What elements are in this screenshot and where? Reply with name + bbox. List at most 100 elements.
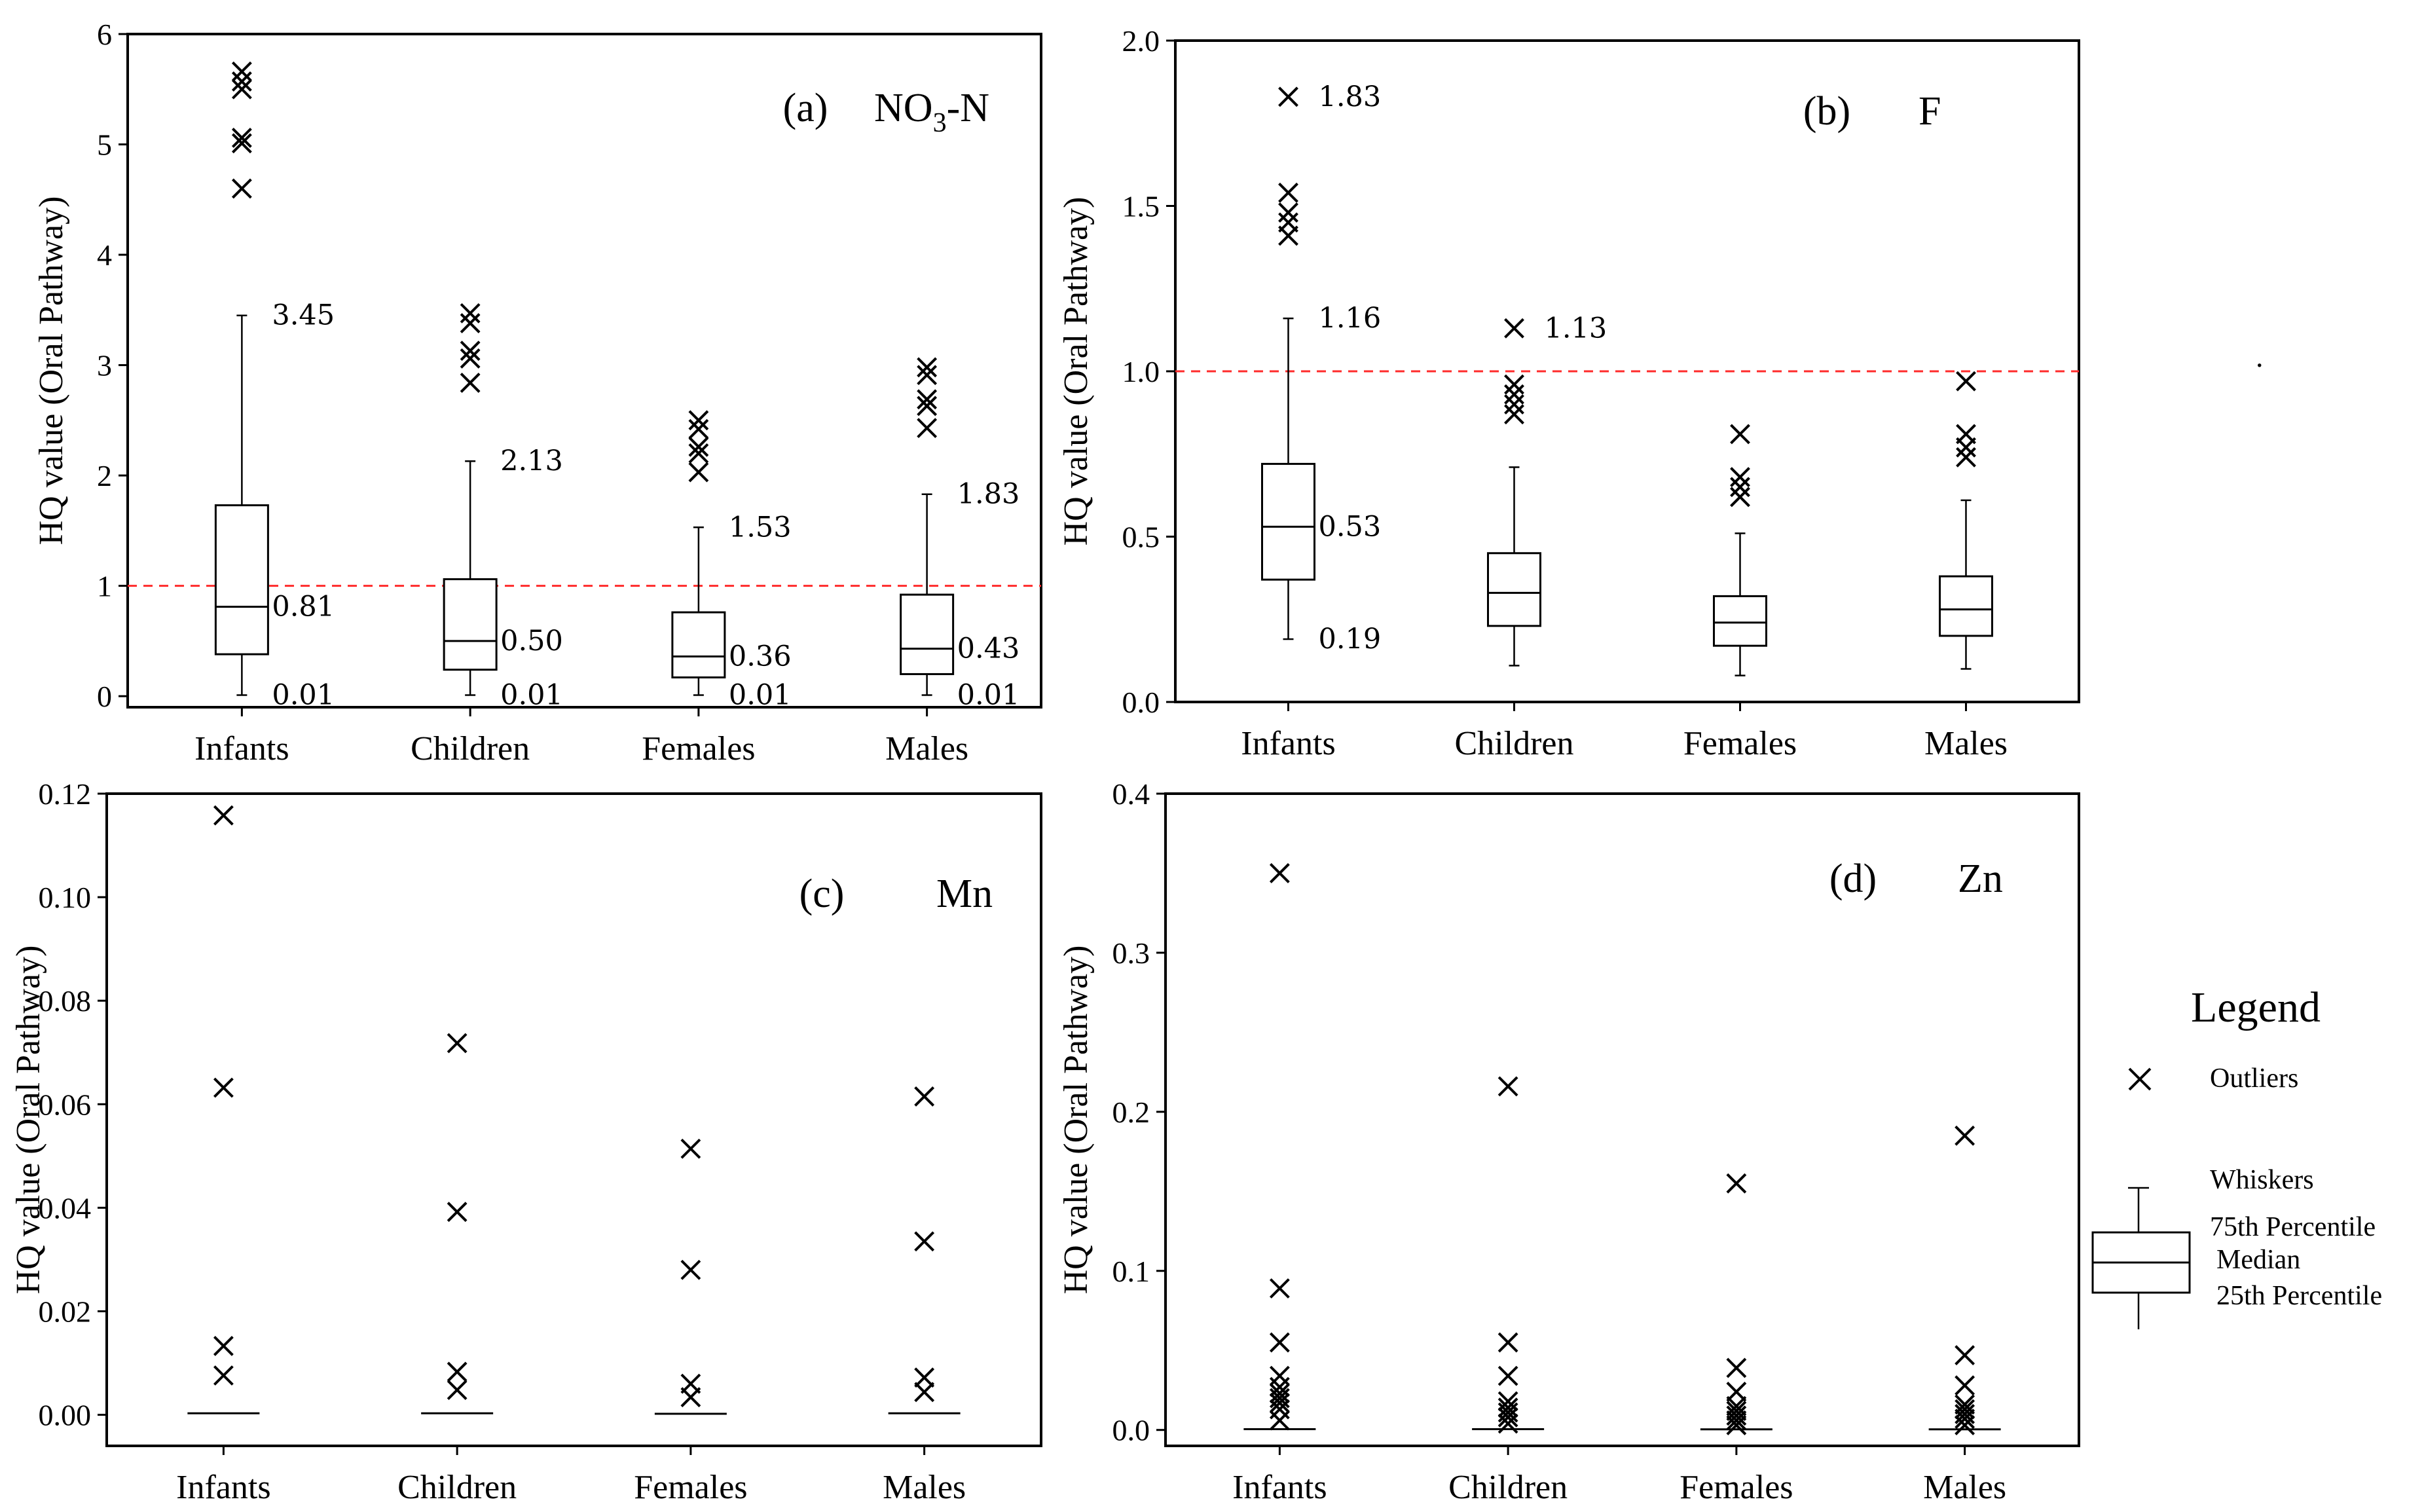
- value-annotation: 0.43: [957, 633, 1020, 665]
- outlier-marker: [1269, 1278, 1290, 1299]
- outlier-marker: [460, 341, 481, 361]
- x-category-label: Males: [883, 1469, 966, 1506]
- panel-title: Mn: [936, 872, 993, 916]
- panel-title: NO3-N: [874, 86, 989, 138]
- outlier-marker: [1497, 1365, 1518, 1386]
- outlier-marker: [231, 79, 252, 100]
- x-category-label: Females: [1683, 725, 1797, 762]
- x-category-label: Males: [1924, 725, 2008, 762]
- value-annotation: 0.81: [272, 591, 335, 623]
- outlier-marker: [213, 1077, 234, 1098]
- x-category-label: Infants: [194, 730, 289, 767]
- outlier-marker: [1269, 1383, 1290, 1404]
- outlier-marker: [1726, 1405, 1747, 1426]
- y-tick-label: 0.4: [1112, 777, 1150, 811]
- panel-label: (b): [1803, 89, 1850, 134]
- outlier-marker: [231, 178, 252, 199]
- legend-boxplot-glyph-icon: [2091, 1187, 2191, 1329]
- x-category-label: Females: [642, 730, 755, 767]
- value-annotation: 0.01: [729, 678, 792, 711]
- x-category-label: Males: [1923, 1469, 2006, 1506]
- value-annotation: 1.16: [1319, 302, 1382, 335]
- panel-d-zinc: 0.0 0.1 0.2 0.3 0.4 HQ value (Oral Pathway) In…: [1057, 777, 2080, 1506]
- outlier-marker: [680, 1138, 701, 1159]
- outlier-marker: [1278, 202, 1298, 223]
- outlier-marker: [688, 443, 709, 464]
- outlier-marker: [213, 805, 234, 826]
- outlier-marker: [917, 396, 938, 416]
- outlier-marker: [1504, 394, 1524, 415]
- y-tick-label: 4: [97, 238, 112, 272]
- outlier-marker: [1726, 1410, 1747, 1431]
- outlier-marker: [1497, 1076, 1518, 1097]
- panel-title-main: NO: [874, 86, 933, 130]
- outlier-marker: [1730, 487, 1750, 507]
- outlier-marker: [1278, 212, 1298, 233]
- outlier-marker: [460, 303, 481, 323]
- outlier-marker: [1726, 1357, 1747, 1378]
- outlier-marker: [1497, 1407, 1518, 1428]
- value-annotation: 1.83: [1319, 81, 1382, 113]
- stray-dot-mark: .: [2256, 340, 2264, 373]
- outlier-marker: [213, 1365, 234, 1386]
- outlier-marker: [231, 71, 252, 92]
- x-category-label: Infants: [176, 1469, 270, 1506]
- value-annotation: 0.19: [1319, 623, 1382, 655]
- panel-a-no3n: 0 1 2 3 4 5 6 HQ value (Oral Pathway) Infants Chi…: [33, 18, 1042, 767]
- outlier-marker: [1504, 384, 1524, 405]
- outlier-marker: [917, 389, 938, 410]
- y-tick-label: 3: [97, 349, 112, 382]
- outlier-marker: [447, 1380, 468, 1401]
- outlier-marker: [1956, 424, 1976, 445]
- y-tick-label: 0.2: [1112, 1096, 1150, 1129]
- box-iqr: [671, 611, 726, 678]
- y-tick-label: 1.5: [1122, 190, 1160, 223]
- box-iqr: [443, 578, 498, 671]
- box-iqr: [214, 504, 269, 655]
- outlier-marker: [447, 1361, 468, 1382]
- outlier-marker: [914, 1367, 935, 1388]
- outlier-marker: [1726, 1395, 1747, 1416]
- outlier-marker: [1955, 1345, 1975, 1365]
- outlier-marker: [917, 365, 938, 386]
- outlier-marker: [460, 313, 481, 333]
- outlier-marker: [1955, 1394, 1975, 1415]
- outlier-marker: [1726, 1415, 1747, 1435]
- plot-frame: [126, 33, 1042, 709]
- outlier-marker: [231, 133, 252, 154]
- plot-frame: [105, 792, 1042, 1447]
- legend: Legend Outliers Whiskers 75th Percentile…: [2091, 984, 2382, 1329]
- outlier-marker: [1504, 318, 1524, 339]
- y-tick-label: 0.0: [1122, 686, 1160, 719]
- legend-median-label: Median: [2216, 1245, 2300, 1275]
- y-tick-label: 6: [97, 18, 112, 51]
- y-tick-label: 0.08: [39, 984, 92, 1018]
- outlier-marker: [1956, 371, 1976, 392]
- outlier-marker: [1955, 1125, 1975, 1146]
- value-annotation: 0.36: [729, 640, 792, 673]
- x-category-label: Children: [1455, 725, 1574, 762]
- outlier-marker: [688, 410, 709, 431]
- y-axis-label: HQ value (Oral Pathway): [33, 196, 70, 545]
- outlier-marker: [914, 1382, 935, 1403]
- outlier-marker: [1497, 1397, 1518, 1418]
- y-tick-label: 1: [97, 570, 112, 603]
- y-tick-label: 0.5: [1122, 521, 1160, 554]
- box-iqr: [1261, 462, 1315, 581]
- panel-label: (d): [1829, 857, 1877, 901]
- outlier-marker: [1955, 1404, 1975, 1424]
- panel-title: Zn: [1958, 857, 2003, 901]
- value-annotation: 2.13: [500, 445, 563, 477]
- legend-outliers-label: Outliers: [2210, 1063, 2298, 1094]
- value-annotation: 1.83: [957, 478, 1020, 511]
- panel-c-manganese: 0.00 0.02 0.04 0.06 0.08 0.10 0.12 HQ value (Or…: [10, 777, 1042, 1506]
- outlier-marker: [1955, 1375, 1975, 1396]
- legend-title: Legend: [2191, 984, 2321, 1031]
- panel-label: (c): [799, 872, 845, 916]
- legend-whiskers-label: Whiskers: [2210, 1165, 2314, 1195]
- outlier-marker: [460, 348, 481, 369]
- outlier-marker: [1726, 1381, 1747, 1402]
- outlier-marker: [213, 1336, 234, 1356]
- outlier-marker: [1726, 1173, 1747, 1194]
